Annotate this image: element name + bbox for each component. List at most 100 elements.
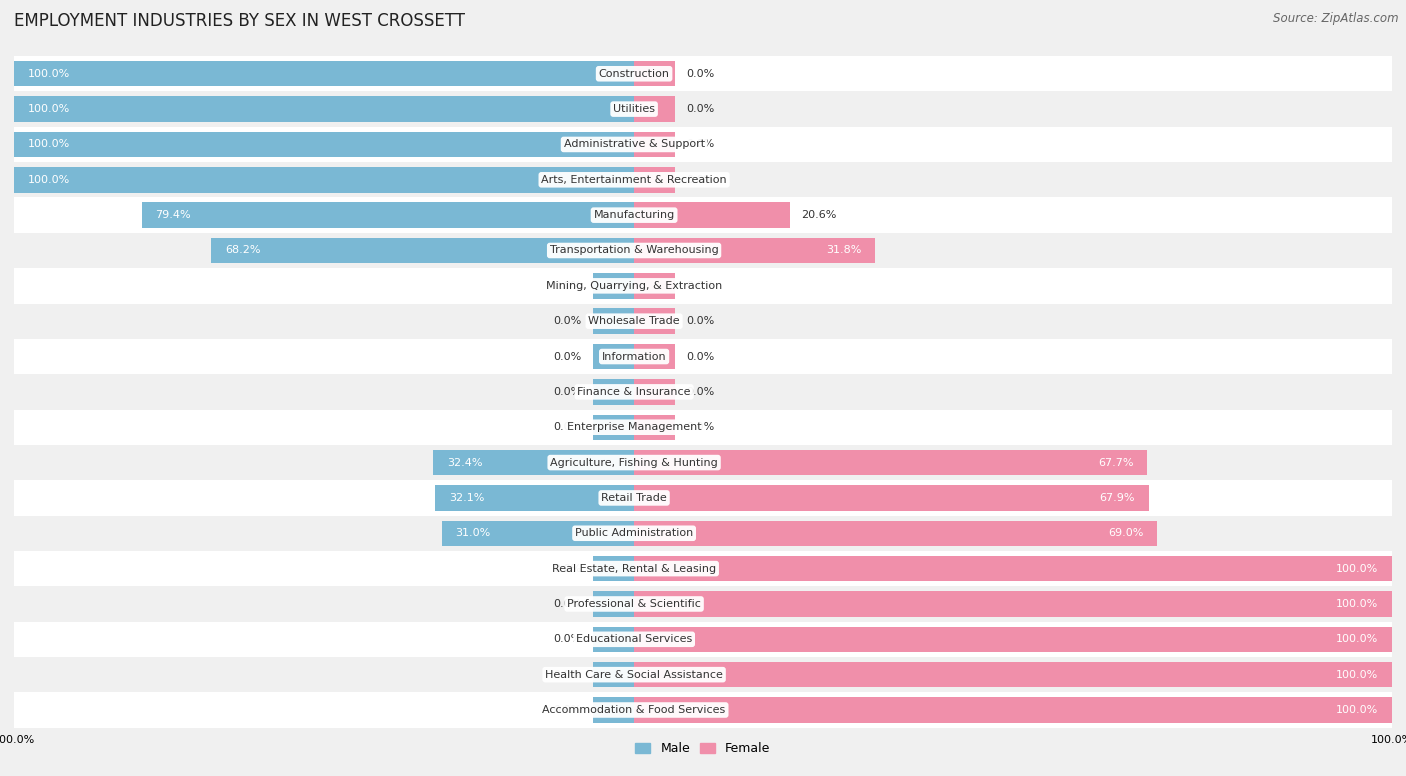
Bar xyxy=(593,698,634,722)
Text: Educational Services: Educational Services xyxy=(576,634,692,644)
Legend: Male, Female: Male, Female xyxy=(630,737,776,760)
Bar xyxy=(634,203,790,228)
Bar xyxy=(593,626,634,652)
Text: 0.0%: 0.0% xyxy=(686,352,714,362)
Text: 0.0%: 0.0% xyxy=(686,422,714,432)
Bar xyxy=(634,698,1392,722)
Text: EMPLOYMENT INDUSTRIES BY SEX IN WEST CROSSETT: EMPLOYMENT INDUSTRIES BY SEX IN WEST CRO… xyxy=(14,12,465,29)
Bar xyxy=(14,132,634,158)
Bar xyxy=(593,414,634,440)
Text: 0.0%: 0.0% xyxy=(554,634,582,644)
Bar xyxy=(634,61,675,86)
Text: 0.0%: 0.0% xyxy=(554,281,582,291)
Bar xyxy=(634,273,675,299)
Bar xyxy=(634,167,675,192)
Bar xyxy=(14,410,1392,445)
Text: 100.0%: 100.0% xyxy=(1336,599,1378,609)
Text: Mining, Quarrying, & Extraction: Mining, Quarrying, & Extraction xyxy=(546,281,723,291)
Text: Manufacturing: Manufacturing xyxy=(593,210,675,220)
Text: 0.0%: 0.0% xyxy=(554,705,582,715)
Bar xyxy=(593,662,634,688)
Text: Administrative & Support: Administrative & Support xyxy=(564,140,704,150)
Bar xyxy=(634,237,875,263)
Bar xyxy=(14,233,1392,268)
Bar xyxy=(634,379,675,404)
Bar xyxy=(14,126,1392,162)
Text: 100.0%: 100.0% xyxy=(28,140,70,150)
Text: 0.0%: 0.0% xyxy=(554,670,582,680)
Text: 100.0%: 100.0% xyxy=(1336,634,1378,644)
Text: 0.0%: 0.0% xyxy=(554,422,582,432)
Bar xyxy=(142,203,634,228)
Text: Health Care & Social Assistance: Health Care & Social Assistance xyxy=(546,670,723,680)
Bar xyxy=(14,303,1392,339)
Bar xyxy=(441,521,634,546)
Text: 0.0%: 0.0% xyxy=(686,175,714,185)
Bar xyxy=(14,657,1392,692)
Text: Arts, Entertainment & Recreation: Arts, Entertainment & Recreation xyxy=(541,175,727,185)
Bar xyxy=(14,339,1392,374)
Text: 20.6%: 20.6% xyxy=(801,210,837,220)
Text: 0.0%: 0.0% xyxy=(686,387,714,397)
Bar xyxy=(593,309,634,334)
Text: 32.4%: 32.4% xyxy=(447,458,482,468)
Text: 0.0%: 0.0% xyxy=(554,563,582,573)
Bar xyxy=(634,132,675,158)
Bar xyxy=(14,92,1392,126)
Text: 0.0%: 0.0% xyxy=(686,281,714,291)
Bar xyxy=(14,56,1392,92)
Bar xyxy=(14,61,634,86)
Text: Utilities: Utilities xyxy=(613,104,655,114)
Text: Accommodation & Food Services: Accommodation & Food Services xyxy=(543,705,725,715)
Text: 0.0%: 0.0% xyxy=(554,387,582,397)
Bar xyxy=(634,485,1149,511)
Bar xyxy=(14,480,1392,515)
Bar xyxy=(211,237,634,263)
Bar xyxy=(14,587,1392,622)
Bar xyxy=(434,485,634,511)
Text: 31.8%: 31.8% xyxy=(825,245,862,255)
Bar xyxy=(634,309,675,334)
Bar xyxy=(634,450,1147,475)
Text: Professional & Scientific: Professional & Scientific xyxy=(567,599,702,609)
Text: 0.0%: 0.0% xyxy=(686,316,714,326)
Text: Agriculture, Fishing & Hunting: Agriculture, Fishing & Hunting xyxy=(550,458,718,468)
Text: 67.7%: 67.7% xyxy=(1098,458,1133,468)
Bar xyxy=(634,662,1392,688)
Bar xyxy=(14,551,1392,587)
Text: Information: Information xyxy=(602,352,666,362)
Text: 100.0%: 100.0% xyxy=(28,175,70,185)
Text: 0.0%: 0.0% xyxy=(686,104,714,114)
Bar xyxy=(593,344,634,369)
Text: 0.0%: 0.0% xyxy=(554,599,582,609)
Text: Finance & Insurance: Finance & Insurance xyxy=(578,387,690,397)
Text: Construction: Construction xyxy=(599,69,669,78)
Text: Source: ZipAtlas.com: Source: ZipAtlas.com xyxy=(1274,12,1399,25)
Bar xyxy=(634,591,1392,617)
Bar xyxy=(14,622,1392,657)
Bar xyxy=(634,414,675,440)
Bar xyxy=(14,268,1392,303)
Text: Transportation & Warehousing: Transportation & Warehousing xyxy=(550,245,718,255)
Text: Wholesale Trade: Wholesale Trade xyxy=(588,316,681,326)
Bar xyxy=(14,197,1392,233)
Bar xyxy=(634,521,1157,546)
Text: 100.0%: 100.0% xyxy=(28,69,70,78)
Text: 100.0%: 100.0% xyxy=(1336,705,1378,715)
Text: 67.9%: 67.9% xyxy=(1099,493,1135,503)
Bar xyxy=(593,556,634,581)
Text: 100.0%: 100.0% xyxy=(28,104,70,114)
Text: 100.0%: 100.0% xyxy=(1336,563,1378,573)
Text: 69.0%: 69.0% xyxy=(1108,528,1143,539)
Text: 0.0%: 0.0% xyxy=(686,69,714,78)
Text: 31.0%: 31.0% xyxy=(456,528,491,539)
Bar xyxy=(14,515,1392,551)
Bar xyxy=(14,445,1392,480)
Text: 100.0%: 100.0% xyxy=(1336,670,1378,680)
Bar xyxy=(593,591,634,617)
Bar xyxy=(14,167,634,192)
Bar xyxy=(14,692,1392,728)
Bar xyxy=(634,626,1392,652)
Text: Retail Trade: Retail Trade xyxy=(602,493,666,503)
Bar xyxy=(14,96,634,122)
